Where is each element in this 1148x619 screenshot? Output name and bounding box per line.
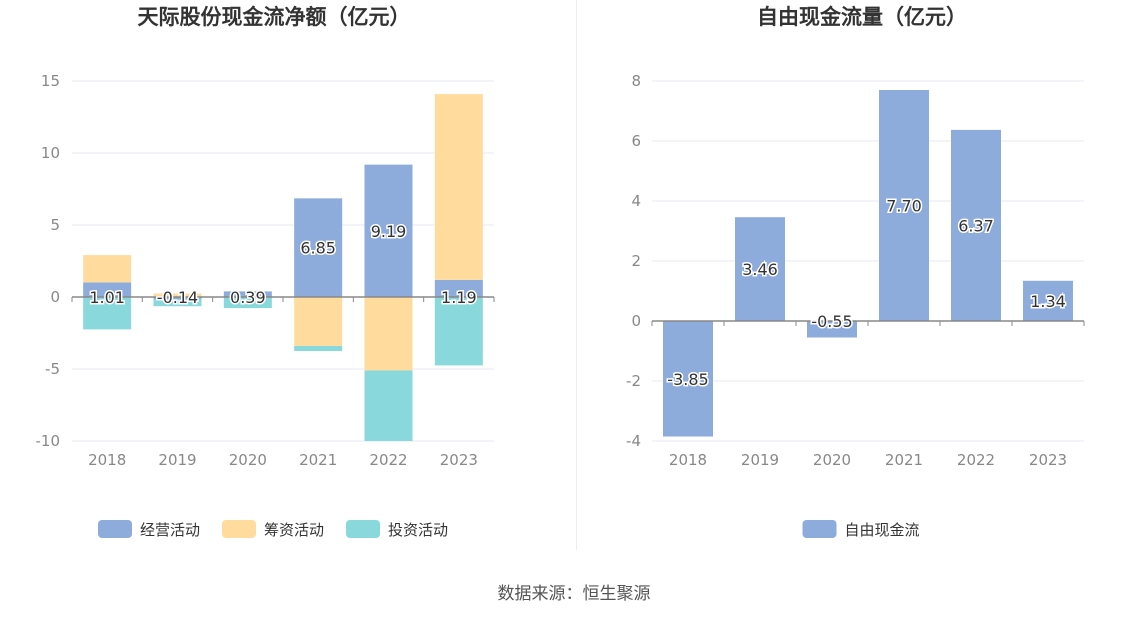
chart1-legend-swatch <box>346 520 380 538</box>
panel-divider <box>576 0 577 550</box>
chart2-x-tick-label: 2023 <box>1029 451 1067 469</box>
chart1-legend-label: 筹资活动 <box>264 521 324 539</box>
chart1-legend-swatch <box>222 520 256 538</box>
chart2-y-tick-label: -4 <box>626 432 641 450</box>
chart1-bar-2018-s1 <box>83 282 132 297</box>
chart1-bar-2019-s3 <box>153 299 202 307</box>
chart1-x-tick-label: 2018 <box>88 451 126 469</box>
chart1-x-tick-label: 2019 <box>158 451 196 469</box>
chart2-data-label: -3.85 <box>667 370 708 389</box>
chart2-y-tick-label: 0 <box>631 312 641 330</box>
chart1-y-tick-label: 5 <box>50 216 60 234</box>
chart1-data-label: -0.14 <box>157 288 198 307</box>
chart2-legend-swatch <box>802 520 837 538</box>
chart1-y-tick-label: -5 <box>45 360 60 378</box>
source-note: 数据来源：恒生聚源 <box>497 584 651 604</box>
chart1-x-tick-label: 2023 <box>440 451 478 469</box>
chart1-bar-2022-s2 <box>364 297 413 371</box>
chart2-bar-2019-s1 <box>735 217 785 321</box>
chart1-y-tick-label: 0 <box>50 288 60 306</box>
chart2-y-tick-label: 8 <box>631 72 641 90</box>
chart1-data-label: 6.85 <box>300 239 336 258</box>
chart2-data-label: 1.34 <box>1030 292 1066 311</box>
chart1-data-label: 0.39 <box>230 288 266 307</box>
chart1-x-tick-label: 2020 <box>229 451 267 469</box>
chart1-x-tick-label: 2022 <box>369 451 407 469</box>
chart1-data-label: 1.19 <box>441 288 477 307</box>
chart2-data-label: 6.37 <box>958 216 994 235</box>
chart1-legend-label: 经营活动 <box>140 521 200 539</box>
chart1-bar-2023-s2 <box>434 94 483 280</box>
chart2-y-tick-label: 2 <box>631 252 641 270</box>
chart1-bar-2018-s3 <box>83 297 132 330</box>
chart1-bar-2022-s3 <box>364 370 413 441</box>
chart1-bar-2019-s2 <box>153 293 202 297</box>
chart2-data-label: 3.46 <box>742 260 778 279</box>
chart1-bar-2020-s3 <box>223 297 272 309</box>
chart1-bar-2018-s2 <box>83 255 132 283</box>
chart2-bar-2022-s1 <box>951 129 1001 321</box>
chart2-y-tick-label: 6 <box>631 132 641 150</box>
chart1-bar-2023-s1 <box>434 279 483 297</box>
chart2-x-tick-label: 2022 <box>957 451 995 469</box>
chart2-y-tick-label: -2 <box>626 372 641 390</box>
chart2-bar-2020-s1 <box>807 321 857 338</box>
chart1-bar-2021-s3 <box>294 345 343 351</box>
chart2-x-tick-label: 2021 <box>885 451 923 469</box>
chart2-y-tick-label: 4 <box>631 192 641 210</box>
chart1-x-tick-label: 2021 <box>299 451 337 469</box>
chart1-bar-2022-s1 <box>364 164 413 297</box>
chart1-data-label: 1.01 <box>89 288 125 307</box>
chart1-y-tick-label: 15 <box>41 72 60 90</box>
chart2-bar-2023-s1 <box>1023 280 1073 321</box>
chart1-bar-2019-s1 <box>153 297 202 300</box>
chart1-y-tick-label: -10 <box>36 432 61 450</box>
chart1-legend-label: 投资活动 <box>388 521 448 539</box>
chart2-x-tick-label: 2019 <box>741 451 779 469</box>
chart1-bar-2021-s2 <box>294 297 343 346</box>
chart1-title: 天际股份现金流净额（亿元） <box>138 5 411 29</box>
chart2-legend-label: 自由现金流 <box>845 521 920 539</box>
chart2-bar-2018-s1 <box>663 321 713 437</box>
chart1-bar-2023-s3 <box>434 297 483 366</box>
chart2-title: 自由现金流量（亿元） <box>757 5 967 29</box>
chart2-bar-2021-s1 <box>879 90 929 321</box>
chart2-data-label: 7.70 <box>886 197 922 216</box>
chart2-data-label: -0.55 <box>811 312 852 331</box>
chart1-legend-swatch <box>98 520 132 538</box>
chart1-y-tick-label: 10 <box>41 144 60 162</box>
chart1-data-label: 9.19 <box>371 222 407 241</box>
chart2-x-tick-label: 2018 <box>669 451 707 469</box>
chart2-x-tick-label: 2020 <box>813 451 851 469</box>
chart1-bar-2020-s1 <box>223 291 272 297</box>
chart1-bar-2021-s1 <box>294 198 343 297</box>
